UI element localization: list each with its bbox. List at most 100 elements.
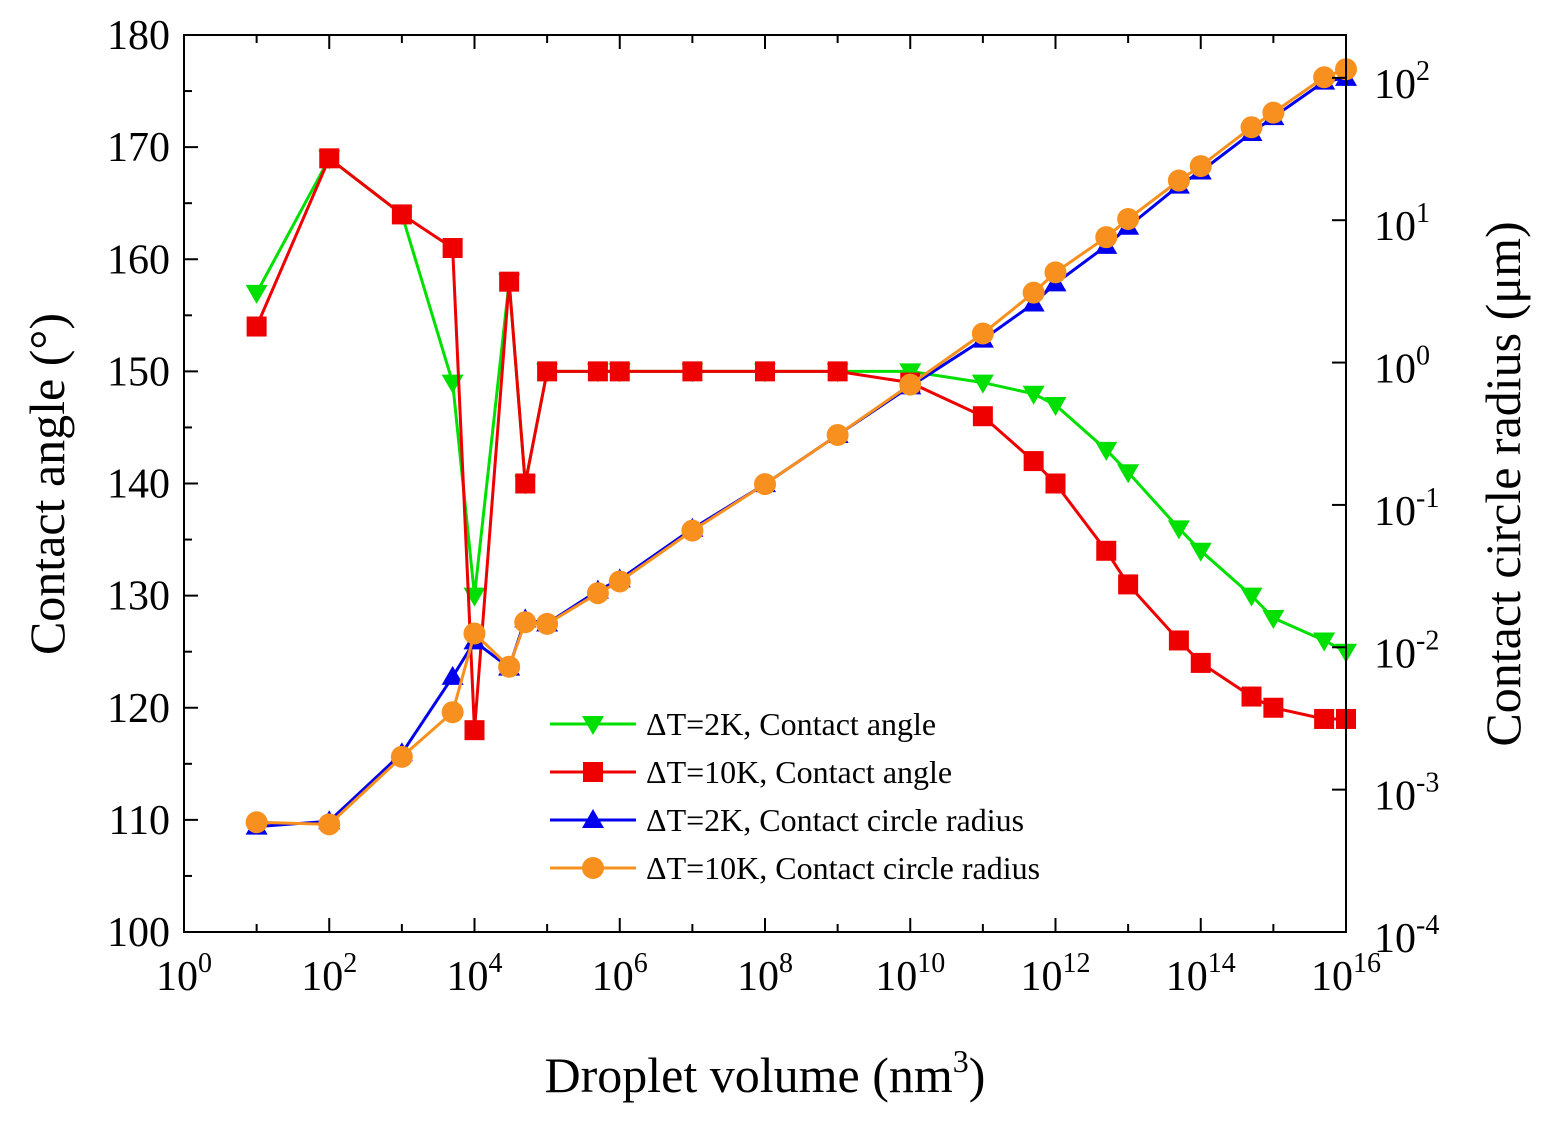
data-point — [1262, 101, 1285, 124]
data-point — [1168, 630, 1189, 651]
data-point — [609, 361, 630, 382]
data-point — [971, 322, 994, 345]
x-axis-title: Droplet volume (nm3) — [545, 1043, 986, 1103]
data-point — [586, 582, 609, 605]
y-right-tick-label: 101 — [1374, 198, 1430, 250]
data-point — [391, 204, 412, 225]
legend: ΔT=2K, Contact angle ΔT=10K, Contact angl… — [550, 706, 1040, 886]
data-point — [1044, 397, 1067, 417]
legend-marker — [582, 716, 604, 735]
data-point — [319, 148, 340, 169]
y-left-tick-label: 170 — [107, 125, 170, 171]
y-left-tick-label: 150 — [107, 349, 170, 395]
y-right-tick-label: 10-4 — [1374, 910, 1439, 962]
x-tick-label: 1014 — [1166, 948, 1236, 1000]
data-point — [245, 811, 268, 834]
data-point — [827, 361, 848, 382]
data-point — [899, 373, 922, 396]
y-right-tick-label: 10-2 — [1374, 625, 1439, 677]
data-point — [1118, 574, 1139, 595]
y-axis-left-title: Contact angle (°) — [19, 313, 75, 655]
data-point — [1190, 652, 1211, 673]
x-tick-label: 106 — [592, 948, 648, 1000]
data-point — [464, 720, 485, 741]
y-left-tick-label: 110 — [109, 798, 170, 844]
data-point — [514, 611, 537, 634]
data-point — [1240, 116, 1263, 139]
data-point — [1189, 155, 1212, 178]
data-point — [755, 361, 775, 382]
data-point — [1095, 226, 1118, 249]
data-point — [682, 361, 703, 382]
data-point — [390, 745, 413, 768]
data-point — [245, 284, 268, 304]
data-point — [318, 813, 341, 836]
x-tick-label: 1010 — [875, 948, 945, 1000]
data-point — [1241, 686, 1262, 707]
data-point — [498, 655, 521, 678]
x-tick-label: 108 — [737, 948, 793, 1000]
data-point — [515, 473, 536, 494]
data-point — [754, 473, 776, 496]
data-point — [246, 316, 267, 337]
x-tick-label: 100 — [156, 948, 212, 1000]
y-right-tick-label: 10-1 — [1374, 483, 1439, 535]
y-left-tick-label: 140 — [107, 462, 170, 508]
legend-marker — [582, 809, 604, 828]
data-point — [1313, 66, 1336, 89]
data-point — [441, 701, 464, 724]
data-point — [1167, 169, 1190, 192]
data-point — [972, 406, 993, 427]
data-point — [1022, 281, 1045, 304]
series-line-1 — [255, 156, 1347, 654]
data-point — [608, 570, 631, 593]
legend-label: ΔT=10K, Contact angle — [646, 754, 952, 790]
data-point — [1117, 464, 1140, 484]
data-point — [1117, 207, 1140, 230]
y-left-tick-label: 160 — [107, 237, 170, 283]
data-point — [1096, 540, 1117, 561]
y-right-tick-label: 102 — [1374, 56, 1430, 108]
x-tick-label: 104 — [447, 948, 503, 1000]
y-left-tick-label: 130 — [107, 574, 170, 620]
series-layer — [245, 58, 1357, 836]
data-point — [442, 238, 463, 259]
y-left-tick-label: 100 — [107, 910, 170, 956]
x-tick-label: 102 — [301, 948, 357, 1000]
data-point — [1313, 632, 1336, 652]
data-point — [681, 519, 704, 542]
data-point — [971, 374, 994, 394]
data-point — [1240, 587, 1263, 607]
data-point — [826, 423, 849, 446]
data-point — [587, 361, 608, 382]
data-point — [1022, 385, 1045, 405]
data-point — [537, 361, 558, 382]
data-point — [1263, 697, 1284, 718]
x-axis-title-superscript: 3 — [953, 1043, 969, 1079]
data-point — [1314, 708, 1335, 729]
x-tick-label: 1012 — [1021, 948, 1091, 1000]
legend-label: ΔT=10K, Contact circle radius — [646, 850, 1040, 886]
data-point — [499, 271, 520, 292]
x-tick-label: 1016 — [1311, 948, 1381, 1000]
legend-label: ΔT=2K, Contact angle — [646, 706, 936, 742]
data-point — [536, 612, 559, 635]
y-left-tick-label: 120 — [107, 686, 170, 732]
y-axis-right-title: Contact circle radius (μm) — [1475, 221, 1531, 746]
y-right-tick-label: 100 — [1374, 341, 1430, 393]
y-left-tick-label: 180 — [107, 13, 170, 59]
data-point — [1262, 610, 1285, 630]
data-point — [463, 622, 486, 645]
data-point — [1045, 473, 1066, 494]
axes-layer: 100 102 104 106 108 1010 1012 1014 1016 100 110 120… — [107, 13, 1439, 1000]
legend-label: ΔT=2K, Contact circle radius — [646, 802, 1024, 838]
data-point — [441, 665, 464, 685]
data-point — [1167, 520, 1190, 540]
data-point — [1044, 261, 1067, 284]
legend-marker — [582, 857, 604, 879]
y-right-tick-label: 10-3 — [1374, 768, 1439, 820]
data-point — [1189, 542, 1212, 562]
legend-marker — [583, 762, 603, 782]
